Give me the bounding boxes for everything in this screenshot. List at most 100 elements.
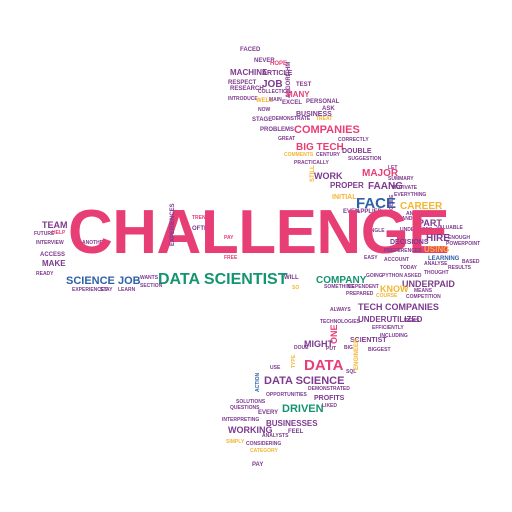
- word-124: DEMONSTRATED: [308, 386, 350, 392]
- word-20: STAGE: [252, 117, 273, 123]
- word-132: INTERPRETING: [222, 417, 260, 423]
- word-129: LIKED: [322, 403, 337, 409]
- word-50: PART: [418, 218, 442, 228]
- word-12: INTRODUCE: [228, 96, 258, 102]
- word-102: COMPETITION: [406, 294, 441, 300]
- word-134: WORKING: [228, 425, 273, 435]
- word-38: PROPER: [330, 181, 364, 190]
- word-16: PERSONAL: [306, 99, 340, 105]
- word-98: MEANS: [414, 288, 433, 294]
- word-42: EVERYTHING: [394, 192, 427, 198]
- word-100: PREPARED: [346, 291, 374, 297]
- word-75: MAKE: [42, 259, 66, 268]
- word-55: VALUABLE: [436, 225, 463, 231]
- word-95: SOMETHING: [324, 284, 355, 290]
- word-68: USING: [424, 245, 450, 254]
- word-8: TEST: [296, 82, 312, 88]
- word-26: CORRECTLY: [338, 137, 369, 143]
- word-18: ASK: [322, 106, 335, 112]
- word-31: PRACTICALLY: [294, 160, 329, 166]
- word-93: STAY: [100, 287, 113, 293]
- word-111: MIGHT: [304, 339, 333, 349]
- word-54: UNDERGOES: [400, 227, 433, 233]
- word-90: UNDERPAID: [402, 279, 455, 289]
- word-1: NEVER: [254, 58, 275, 64]
- word-113: ENGINEER: [354, 338, 360, 370]
- word-84: SCIENCE JOB: [66, 275, 141, 287]
- word-114: BIG: [344, 345, 353, 351]
- word-27: BIG TECH: [296, 142, 344, 153]
- word-72: LEARNING: [428, 256, 460, 262]
- word-28: COMMENTS: [284, 152, 314, 158]
- word-136: ANALYSTS: [262, 433, 289, 439]
- word-83: WILL: [284, 275, 299, 281]
- word-122: DATA SCIENCE: [264, 375, 345, 387]
- word-21: DEMONSTRATE: [272, 116, 311, 122]
- word-46: EVEN: [343, 209, 360, 215]
- word-56: TEAM: [42, 220, 68, 230]
- word-74: FREE: [224, 255, 238, 261]
- word-76: ACCOUNT: [384, 257, 409, 263]
- word-140: PAY: [252, 462, 264, 468]
- word-62: EXPERIENCES: [170, 203, 176, 246]
- word-58: HELP: [52, 230, 66, 236]
- word-80: THOUGHT: [424, 270, 449, 276]
- word-121: SQL: [346, 369, 357, 375]
- word-97: KNOW: [380, 284, 409, 294]
- word-52: OFTEN: [192, 226, 213, 232]
- word-17: NOW: [258, 107, 271, 113]
- word-127: SOLUTIONS: [236, 399, 266, 405]
- word-2: HOPE: [270, 61, 288, 67]
- word-9: RESEARCH: [230, 86, 264, 92]
- word-6: JOB: [262, 79, 283, 90]
- word-67: POWERPOINT: [446, 241, 481, 247]
- word-63: PAY: [224, 235, 234, 241]
- word-69: PREFERENCES: [384, 248, 422, 254]
- word-104: ALWAYS: [330, 307, 351, 313]
- word-118: DATA: [304, 357, 344, 374]
- word-47: APPLIED: [356, 209, 383, 215]
- word-117: BIGGEST: [368, 347, 391, 353]
- word-35: MAJOR: [362, 168, 399, 179]
- word-96: DEPENDENT: [348, 284, 379, 290]
- word-82: DATA SCIENTIST: [158, 271, 288, 288]
- word-116: PUT: [326, 346, 336, 352]
- word-92: EXPERIENCES: [72, 287, 108, 293]
- word-79: TODAY: [400, 265, 417, 271]
- word-86: COMPANY: [316, 275, 367, 286]
- word-40: MOTIVATE: [392, 185, 418, 191]
- word-128: DRIVEN: [282, 403, 324, 415]
- word-99: SO: [292, 285, 300, 291]
- word-61: CHALLENGE: [68, 198, 450, 267]
- word-125: OPPORTUNITIES: [266, 392, 307, 398]
- word-19: BUSINESS: [296, 111, 332, 118]
- word-115: DOUE: [294, 345, 309, 351]
- word-103: TECH COMPANIES: [358, 302, 439, 312]
- word-101: COURSE: [376, 293, 398, 299]
- word-70: ACCESS: [40, 252, 66, 258]
- word-14: MAIN: [269, 97, 282, 103]
- word-120: USE: [270, 365, 281, 371]
- word-65: ENOUGH: [448, 235, 470, 241]
- word-43: FACE: [356, 195, 397, 212]
- word-123: ACTION: [255, 372, 261, 392]
- word-10: COLLECTION: [258, 89, 291, 95]
- word-4: ARTICLE: [262, 70, 293, 77]
- word-89: ASKED: [404, 273, 422, 279]
- word-130: QUESTIONS: [230, 405, 260, 411]
- word-60: ANOTHER: [82, 240, 107, 246]
- word-110: INCLUDING: [380, 333, 408, 339]
- word-36: WORK: [314, 171, 343, 181]
- word-91: SECTION: [140, 283, 163, 289]
- word-87: GOING: [366, 273, 383, 279]
- word-51: TRENDY: [192, 215, 213, 221]
- word-37: SUMMARY: [388, 176, 414, 182]
- word-131: EVERY: [258, 410, 279, 416]
- word-78: RESULTS: [448, 265, 471, 271]
- word-48: ANALYZE: [406, 211, 430, 217]
- word-5: RESPECT: [228, 80, 257, 86]
- word-112: SCIENTIST: [350, 337, 387, 344]
- word-94: LEARN: [118, 287, 136, 293]
- word-15: EXCEL: [282, 100, 303, 106]
